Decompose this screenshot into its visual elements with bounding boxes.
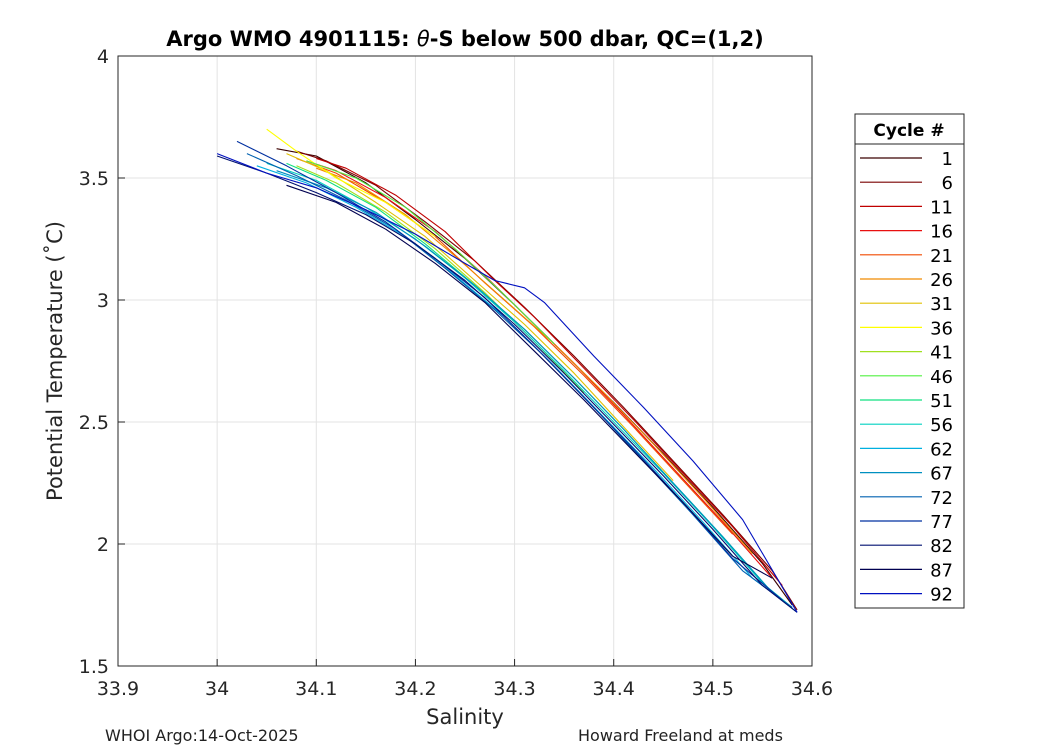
title-prefix: Argo WMO 4901115: xyxy=(166,27,417,51)
legend-label: 72 xyxy=(930,488,953,509)
y-tick-label: 3.5 xyxy=(79,168,109,190)
legend: Cycle # 16111621263136414651566267727782… xyxy=(854,113,965,609)
x-tick-label: 34.1 xyxy=(295,678,337,700)
series-line-cycle-11 xyxy=(316,157,783,586)
x-tick-label: 34.6 xyxy=(791,678,833,700)
y-tick-label: 2.5 xyxy=(79,412,109,434)
series-line-cycle-92 xyxy=(216,153,798,613)
legend-label: 36 xyxy=(930,318,953,339)
legend-label: 51 xyxy=(930,391,953,412)
footer-author: Howard Freeland at meds xyxy=(578,726,783,745)
x-tick-label: 34.5 xyxy=(692,678,734,700)
chart-title: Argo WMO 4901115: θ-S below 500 dbar, QC… xyxy=(166,27,763,51)
legend-label: 67 xyxy=(930,464,953,485)
legend-label: 77 xyxy=(930,512,953,533)
series-line-cycle-82 xyxy=(216,155,798,613)
legend-label: 1 xyxy=(942,149,953,170)
series-line-cycle-67 xyxy=(276,170,798,613)
legend-label: 46 xyxy=(930,367,953,388)
x-ticks: 33.9 34 34.1 34.2 34.3 34.4 34.5 34.6 xyxy=(97,659,833,700)
legend-title: Cycle # xyxy=(873,121,944,141)
x-tick-label: 34.2 xyxy=(394,678,436,700)
series-line-cycle-46 xyxy=(306,160,555,345)
x-axis-label: Salinity xyxy=(426,705,504,729)
series-line-cycle-36 xyxy=(266,128,436,238)
y-ticks: 1.5 2 2.5 3 3.5 4 xyxy=(79,46,125,678)
y-tick-label: 1.5 xyxy=(79,656,109,678)
x-tick-label: 34.3 xyxy=(493,678,535,700)
legend-label: 26 xyxy=(930,270,953,291)
legend-label: 62 xyxy=(930,439,953,460)
legend-label: 16 xyxy=(930,222,953,243)
footer-source: WHOI Argo:14-Oct-2025 xyxy=(105,726,299,745)
y-axis-label: Potential Temperature (˚C) xyxy=(43,221,67,501)
legend-label: 31 xyxy=(930,294,953,315)
legend-label: 82 xyxy=(930,536,953,557)
legend-label: 11 xyxy=(930,197,953,218)
legend-label: 6 xyxy=(942,173,953,194)
series-line-cycle-26 xyxy=(316,167,753,555)
x-tick-label: 34 xyxy=(205,678,229,700)
y-tick-label: 4 xyxy=(97,46,109,68)
plot-area xyxy=(118,56,812,666)
y-tick-label: 2 xyxy=(97,534,109,556)
plot-frame xyxy=(117,55,813,667)
y-tick-label: 3 xyxy=(97,290,109,312)
x-tick-label: 34.4 xyxy=(593,678,635,700)
series-line-cycle-87 xyxy=(286,184,773,579)
series-layer xyxy=(216,128,798,613)
legend-box xyxy=(854,113,965,609)
title-suffix: -S below 500 dbar, QC=(1,2) xyxy=(430,27,764,51)
legend-label: 41 xyxy=(930,343,953,364)
legend-label: 56 xyxy=(930,415,953,436)
legend-label: 21 xyxy=(930,246,953,267)
series-line-cycle-72 xyxy=(246,153,793,608)
x-tick-label: 33.9 xyxy=(97,678,139,700)
title-theta: θ xyxy=(417,27,430,51)
legend-label: 92 xyxy=(930,585,953,606)
legend-label: 87 xyxy=(930,560,953,581)
